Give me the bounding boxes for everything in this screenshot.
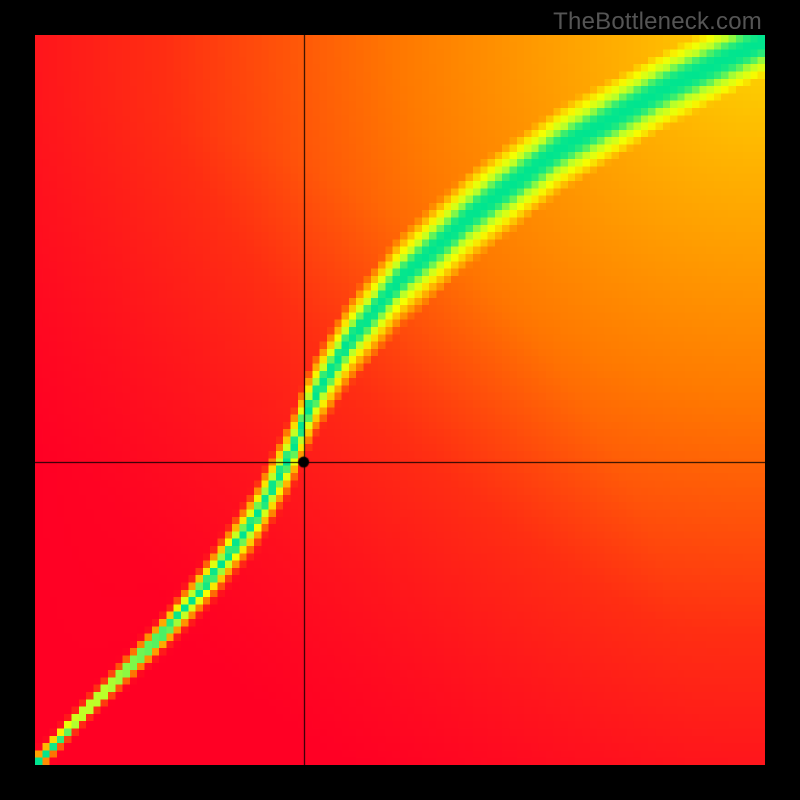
chart-container: TheBottleneck.com: [0, 0, 800, 800]
watermark-text: TheBottleneck.com: [553, 8, 762, 36]
bottleneck-heatmap: [35, 35, 765, 765]
